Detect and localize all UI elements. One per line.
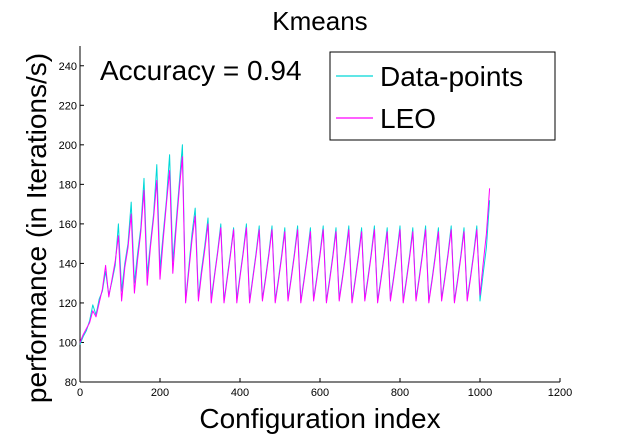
x-tick-label: 1200 bbox=[548, 387, 572, 399]
x-axis-label: Configuration index bbox=[199, 403, 440, 434]
x-tick-label: 400 bbox=[231, 387, 249, 399]
x-tick-label: 0 bbox=[77, 387, 83, 399]
legend: Data-points LEO bbox=[329, 51, 556, 141]
y-tick-label: 140 bbox=[59, 258, 77, 270]
x-tick-label: 600 bbox=[311, 387, 329, 399]
y-tick-label: 160 bbox=[59, 219, 77, 231]
series-line-leo bbox=[79, 156, 491, 343]
series-lines bbox=[79, 144, 491, 345]
y-tick-label: 220 bbox=[59, 100, 77, 112]
y-tick-label: 100 bbox=[59, 337, 77, 349]
legend-box bbox=[329, 51, 556, 141]
y-axis-label: performance (in Iterations/s) bbox=[21, 53, 52, 403]
ticks: 0 200 400 600 800 1000 1200 80 100 120 140 160 180 20… bbox=[59, 61, 573, 399]
y-tick-label: 120 bbox=[59, 298, 77, 310]
chart-title: Kmeans bbox=[272, 6, 367, 36]
y-tick-label: 240 bbox=[59, 61, 77, 73]
accuracy-annotation: Accuracy = 0.94 bbox=[100, 55, 302, 86]
x-tick-label: 800 bbox=[391, 387, 409, 399]
series-line-data-points bbox=[79, 144, 491, 345]
x-tick-label: 1000 bbox=[468, 387, 492, 399]
x-tick-label: 200 bbox=[151, 387, 169, 399]
legend-label-data-points: Data-points bbox=[380, 61, 523, 92]
y-tick-label: 180 bbox=[59, 179, 77, 191]
y-tick-label: 80 bbox=[65, 377, 77, 389]
y-tick-label: 200 bbox=[59, 140, 77, 152]
legend-label-leo: LEO bbox=[380, 103, 436, 134]
